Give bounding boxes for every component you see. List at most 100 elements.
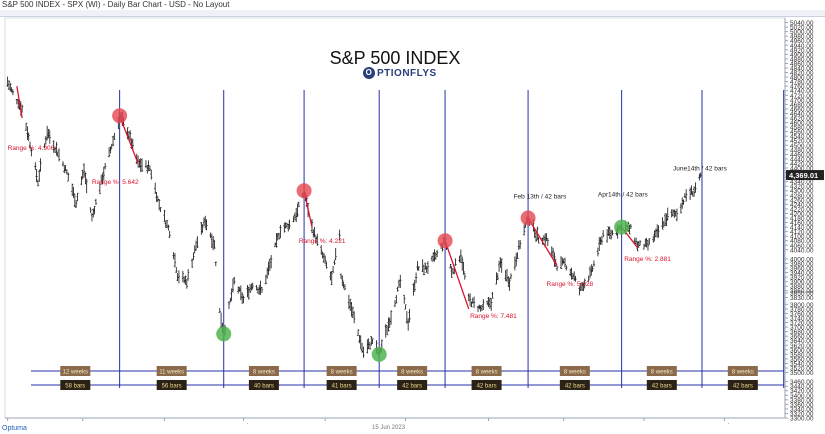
- green-pivot-marker: [614, 219, 630, 235]
- y-tick-label: 4260.00: [790, 197, 814, 204]
- range-line-1: [16, 86, 23, 119]
- timeline-strip[interactable]: [0, 10, 825, 17]
- y-tick-label: 3340.00: [790, 406, 814, 413]
- y-tick-label: 4200.00: [790, 211, 814, 218]
- bars-box: [727, 380, 758, 390]
- footer-date: 15 Jun 2023: [372, 425, 406, 431]
- y-tick-label: 4860.00: [790, 61, 814, 68]
- bars-label: 42 bars: [565, 384, 585, 390]
- x-tick-label: Mar: [76, 422, 89, 424]
- y-tick-label: 4240.00: [790, 202, 814, 209]
- bars-label: 58 bars: [65, 384, 85, 390]
- bars-box: [60, 380, 91, 390]
- y-tick-label: 3380.00: [790, 397, 814, 404]
- y-tick-label: 3360.00: [790, 402, 814, 409]
- y-tick-label: 3800.00: [790, 302, 814, 309]
- weeks-box: [156, 366, 187, 376]
- y-tick-label: 3850.00: [790, 291, 814, 298]
- bars-box: [471, 380, 502, 390]
- weeks-box: [397, 366, 428, 376]
- y-tick-label: 3440.00: [790, 384, 814, 391]
- bars-label: 42 bars: [652, 384, 672, 390]
- y-tick-label: 3700.00: [790, 325, 814, 332]
- last-price-label: 4,369.01: [789, 171, 818, 180]
- bars-label: 42 bars: [402, 384, 422, 390]
- optuma-logo: Optuma: [2, 425, 27, 432]
- y-tick-label: 3320.00: [790, 411, 814, 418]
- y-tick-label: 3900.00: [790, 279, 814, 286]
- y-tick-label: 4180.00: [790, 216, 814, 223]
- weeks-label: 8 weeks: [564, 370, 586, 376]
- y-tick-label: 3560.00: [790, 356, 814, 363]
- price-chart[interactable]: 3300.003320.003340.003360.003380.003400.…: [0, 0, 825, 424]
- range-label: Range %: 2.881: [624, 256, 671, 263]
- weeks-label: 8 weeks: [732, 370, 754, 376]
- green-pivot-marker: [216, 326, 232, 342]
- y-tick-label: 4760.00: [790, 84, 814, 91]
- y-tick-label: 3960.00: [790, 266, 814, 273]
- logo-mark-icon: O: [363, 67, 375, 79]
- y-tick-label: 5040.00: [790, 20, 814, 27]
- weeks-label: 8 weeks: [476, 370, 498, 376]
- y-tick-label: 3780.00: [790, 306, 814, 313]
- bars-label: 40 bars: [254, 384, 274, 390]
- y-tick-label: 4940.00: [790, 43, 814, 50]
- weeks-label: 8 weeks: [331, 370, 353, 376]
- y-tick-label: 4300.00: [790, 188, 814, 195]
- weeks-box: [646, 366, 677, 376]
- y-tick-label: 4640.00: [790, 111, 814, 118]
- bars-box: [559, 380, 590, 390]
- y-tick-label: 4680.00: [790, 102, 814, 109]
- bars-label: 42 bars: [477, 384, 497, 390]
- y-tick-label: 3460.00: [790, 379, 814, 386]
- y-tick-label: 4400.00: [790, 166, 814, 173]
- weeks-box: [248, 366, 279, 376]
- weeks-box: [559, 366, 590, 376]
- bars-box: [397, 380, 428, 390]
- y-tick-label: 4540.00: [790, 134, 814, 141]
- y-tick-label: 3640.00: [790, 338, 814, 345]
- footer: Optuma 15 Jun 2023: [0, 424, 825, 434]
- bars-label: 41 bars: [332, 384, 352, 390]
- price-bars-group: [6, 76, 702, 358]
- x-tick-label: Nov: [399, 422, 413, 424]
- y-tick-label: 4500.00: [790, 143, 814, 150]
- red-pivot-marker: [112, 108, 128, 124]
- y-tick-label: 4720.00: [790, 93, 814, 100]
- y-tick-label: 4080.00: [790, 238, 814, 245]
- cycle-annotation: Feb 13th / 42 bars: [514, 194, 568, 201]
- y-tick-label: 4040.00: [790, 247, 814, 254]
- weeks-label: 8 weeks: [253, 370, 275, 376]
- x-tick-label: Jul: [720, 422, 730, 424]
- x-tick-label: Jul: [239, 422, 249, 424]
- red-pivot-marker: [520, 210, 536, 226]
- y-tick-label: 3300.00: [790, 416, 814, 423]
- y-tick-label: 4120.00: [790, 229, 814, 236]
- y-tick-label: 4620.00: [790, 116, 814, 123]
- red-pivot-marker: [437, 233, 453, 249]
- x-tick-label: 2023: [480, 422, 497, 424]
- bars-label: 42 bars: [733, 384, 753, 390]
- y-tick-label: 4840.00: [790, 66, 814, 73]
- cycle-annotation: June14th / 42 bars: [673, 165, 728, 172]
- y-tick-label: 4460.00: [790, 152, 814, 159]
- red-pivot-marker: [296, 183, 312, 199]
- range-label: Range %: 5.028: [547, 281, 594, 288]
- y-tick-label: 3540.00: [790, 361, 814, 368]
- y-tick-label: 3880.00: [790, 284, 814, 291]
- bars-box: [248, 380, 279, 390]
- y-tick-label: 4420.00: [790, 161, 814, 168]
- y-tick-label: 3920.00: [790, 275, 814, 282]
- range-label: Range %: 5.642: [92, 179, 139, 186]
- y-tick-label: 5020.00: [790, 25, 814, 32]
- range-label: Range %: 7.481: [470, 313, 517, 320]
- y-tick-label: 4700.00: [790, 97, 814, 104]
- y-tick-label: 4780.00: [790, 79, 814, 86]
- range-label: Range %: 4.221: [299, 238, 346, 245]
- y-tick-label: 4220.00: [790, 206, 814, 213]
- y-tick-label: 3580.00: [790, 352, 814, 359]
- y-tick-label: 4160.00: [790, 220, 814, 227]
- y-tick-label: 3680.00: [790, 329, 814, 336]
- x-tick-label: May: [157, 422, 171, 424]
- bars-box: [326, 380, 357, 390]
